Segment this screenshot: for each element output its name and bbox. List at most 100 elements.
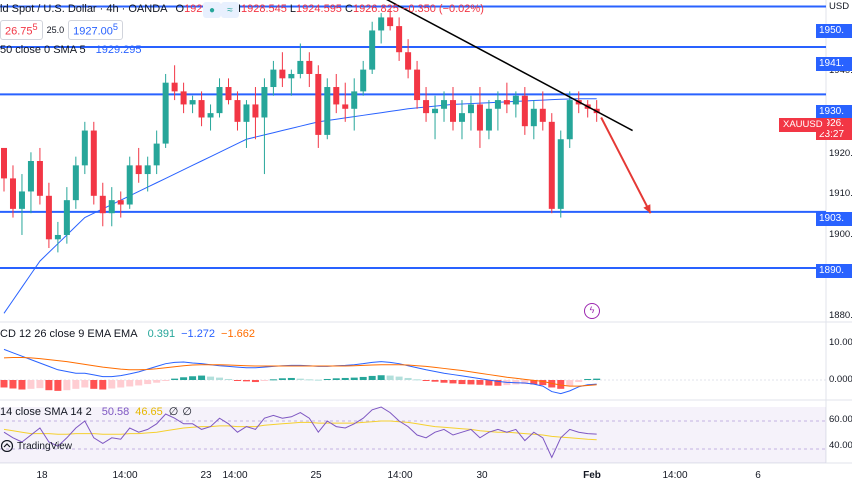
- sma-legend[interactable]: 50 close 0 SMA 5 1929.295: [0, 44, 142, 56]
- macd-histogram-bar: [386, 375, 394, 380]
- candle-body: [423, 100, 430, 114]
- macd-histogram-bar: [575, 380, 583, 383]
- symbol-title[interactable]: ld Spot / U.S. Dollar · 4h · OANDA: [0, 3, 168, 15]
- macd-histogram-bar: [413, 379, 421, 381]
- tradingview-logo: TradingView: [0, 440, 72, 452]
- candle-body: [216, 87, 223, 114]
- spread-label: 25.0: [46, 24, 65, 35]
- macd-histogram-bar: [449, 380, 457, 384]
- candle-body: [126, 165, 133, 205]
- candle-body: [135, 165, 142, 175]
- time-tick: 18: [36, 470, 48, 481]
- candle-body: [234, 100, 241, 122]
- price-tick: 1900.0: [829, 229, 852, 240]
- candle-body: [144, 165, 151, 175]
- macd-histogram-bar: [72, 380, 80, 389]
- macd-histogram-bar: [395, 376, 403, 380]
- candle-body: [261, 87, 268, 118]
- candle-body: [117, 200, 124, 205]
- macd-histogram-bar: [377, 375, 385, 380]
- candle-body: [270, 69, 277, 88]
- candle-body: [288, 73, 295, 79]
- time-tick: 30: [476, 470, 488, 481]
- candle-body: [432, 108, 439, 114]
- candle-body: [108, 200, 115, 214]
- sell-price-button[interactable]: 26.755: [0, 20, 43, 40]
- macd-histogram-bar: [323, 378, 331, 380]
- trendline: [386, 0, 633, 132]
- macd-histogram-bar: [54, 380, 62, 391]
- tv-logo-icon: [0, 440, 14, 452]
- macd-histogram-bar: [27, 380, 35, 389]
- macd-histogram-bar: [341, 377, 349, 380]
- candle-body: [45, 195, 52, 240]
- forecast-arrow: [600, 117, 652, 214]
- macd-histogram-bar: [593, 378, 601, 380]
- price-tick: 1880.0: [829, 310, 852, 321]
- candle-body: [54, 234, 61, 240]
- macd-histogram-bar: [404, 377, 412, 380]
- macd-histogram-bar: [422, 380, 430, 381]
- candle-body: [396, 26, 403, 53]
- wave-icon[interactable]: ≈: [221, 2, 239, 18]
- time-tick: 14:00: [662, 470, 688, 481]
- macd-histogram-bar: [117, 380, 125, 388]
- candle-body: [324, 87, 331, 135]
- candle-body: [512, 95, 519, 105]
- level-tag: 1890.: [816, 264, 852, 278]
- candle-body: [180, 91, 187, 105]
- macd-tick: 10.00: [829, 337, 852, 348]
- trade-panel: 26.755 25.0 1927.005: [0, 20, 124, 40]
- macd-signal-line: [3, 357, 597, 387]
- axis-currency-label[interactable]: USD: [829, 1, 850, 12]
- lightning-icon[interactable]: ϟ: [584, 303, 600, 319]
- candle-body: [566, 100, 573, 140]
- candle-body: [521, 95, 528, 127]
- rsi-legend[interactable]: 14 close SMA 14 2 50.58 46.65 ∅ ∅: [0, 405, 192, 419]
- symbol-tag: XAUUSD: [779, 118, 827, 132]
- macd-legend[interactable]: CD 12 26 close 9 EMA EMA 0.391 −1.272 −1…: [0, 328, 255, 340]
- candle-body: [503, 100, 510, 105]
- candle-body: [387, 17, 394, 27]
- candle-body: [27, 161, 34, 192]
- macd-histogram-bar: [36, 380, 44, 389]
- up-down-icon[interactable]: ●: [203, 2, 221, 18]
- macd-histogram-bar: [305, 379, 313, 381]
- macd-histogram-bar: [242, 380, 250, 382]
- macd-histogram-bar: [512, 380, 520, 385]
- candle-body: [450, 100, 456, 122]
- macd-histogram-bar: [45, 380, 53, 391]
- candle-body: [1, 147, 7, 179]
- macd-histogram-bar: [260, 380, 268, 381]
- macd-histogram-bar: [485, 380, 493, 386]
- main-legend: ld Spot / U.S. Dollar · 4h · OANDA O1927…: [0, 3, 484, 15]
- candle-body: [198, 100, 205, 118]
- candle-body: [279, 69, 286, 79]
- candle-body: [494, 100, 501, 109]
- macd-histogram-bar: [359, 376, 367, 380]
- macd-histogram-bar: [9, 380, 17, 389]
- buy-price-button[interactable]: 1927.005: [68, 20, 124, 40]
- candle-body: [530, 108, 537, 127]
- macd-histogram-bar: [180, 377, 188, 380]
- macd-histogram-bar: [171, 378, 179, 380]
- time-tick: 6: [755, 470, 761, 481]
- macd-histogram-bar: [350, 377, 358, 380]
- macd-histogram-bar: [278, 378, 286, 380]
- candle-body: [63, 200, 70, 235]
- price-tick: 1920.0: [829, 148, 852, 159]
- candle-body: [369, 30, 376, 70]
- candle-body: [458, 113, 465, 122]
- candle-body: [485, 108, 492, 131]
- macd-histogram-bar: [189, 376, 197, 380]
- macd-histogram-bar: [99, 380, 107, 390]
- macd-histogram-bar: [539, 380, 547, 386]
- macd-histogram-bar: [81, 380, 89, 388]
- macd-histogram-bar: [144, 380, 152, 385]
- candle-body: [9, 178, 16, 209]
- macd-histogram-bar: [251, 380, 259, 383]
- macd-histogram-bar: [296, 378, 304, 380]
- macd-histogram-bar: [431, 380, 439, 382]
- rsi-band: [0, 407, 826, 463]
